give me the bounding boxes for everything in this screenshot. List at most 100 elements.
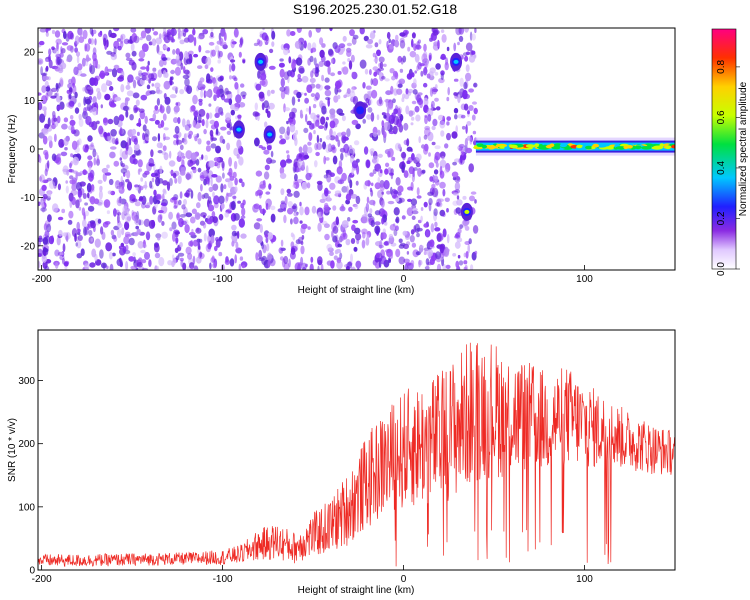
noise-blob xyxy=(441,256,445,267)
noise-blob xyxy=(83,107,87,116)
noise-blob xyxy=(379,240,383,249)
noise-blob xyxy=(172,232,176,242)
noise-blob xyxy=(314,92,320,101)
noise-blob xyxy=(205,56,212,66)
noise-blob xyxy=(427,114,432,122)
carrier-core-blob xyxy=(671,144,675,149)
noise-blob xyxy=(120,168,128,174)
noise-blob xyxy=(175,102,179,106)
noise-blob xyxy=(38,248,43,257)
noise-blob xyxy=(452,253,457,257)
noise-blob xyxy=(135,186,140,191)
noise-blob xyxy=(132,92,140,99)
noise-blob xyxy=(413,78,417,86)
noise-blob xyxy=(146,202,151,209)
noise-blob xyxy=(461,55,464,60)
noise-blob xyxy=(324,233,330,241)
noise-blob xyxy=(372,132,378,138)
noise-blob xyxy=(155,87,161,94)
noise-blob xyxy=(356,238,360,245)
noise-blob xyxy=(195,158,200,166)
noise-blob xyxy=(228,167,233,178)
noise-blob xyxy=(163,28,167,35)
colorbar-tick-label: 0.2 xyxy=(716,211,727,225)
noise-blob xyxy=(429,258,435,265)
noise-blob xyxy=(112,252,116,257)
noise-blob xyxy=(303,127,309,134)
noise-blob xyxy=(326,243,333,251)
noise-blob xyxy=(111,68,118,78)
noise-blob xyxy=(383,63,387,67)
noise-blob xyxy=(162,45,169,50)
noise-blob xyxy=(342,229,347,238)
noise-blob xyxy=(464,28,469,33)
noise-blob xyxy=(303,154,310,160)
noise-blob xyxy=(82,87,86,92)
noise-blob xyxy=(455,260,460,268)
noise-blob xyxy=(265,108,269,114)
noise-blob xyxy=(285,150,290,154)
noise-blob xyxy=(384,78,390,82)
noise-blob xyxy=(192,239,199,247)
noise-blob xyxy=(38,92,42,96)
noise-blob xyxy=(288,56,292,64)
noise-blob xyxy=(369,172,374,177)
noise-blob xyxy=(349,29,355,37)
noise-blob xyxy=(224,259,230,265)
noise-blob xyxy=(307,42,312,51)
noise-blob xyxy=(459,77,464,88)
noise-blob xyxy=(402,55,407,63)
noise-blob xyxy=(270,205,276,211)
noise-blob xyxy=(410,229,415,235)
noise-blob xyxy=(266,243,270,252)
noise-blob xyxy=(88,121,95,128)
noise-blob xyxy=(93,157,97,166)
noise-blob xyxy=(69,119,76,126)
noise-blob xyxy=(212,191,215,198)
noise-blob xyxy=(381,76,386,80)
noise-blob xyxy=(68,210,74,219)
noise-blob xyxy=(255,252,259,261)
noise-blob xyxy=(127,74,134,83)
noise-blob xyxy=(411,210,419,215)
noise-blob xyxy=(413,167,418,171)
noise-blob xyxy=(325,157,330,161)
noise-blob xyxy=(329,182,336,190)
noise-blob xyxy=(181,204,186,210)
noise-blob xyxy=(324,89,332,97)
noise-blob xyxy=(157,214,163,223)
noise-blob xyxy=(323,223,330,228)
noise-blob xyxy=(166,181,171,191)
noise-blob xyxy=(385,90,392,96)
noise-blob xyxy=(372,66,379,71)
noise-blob xyxy=(179,89,185,95)
noise-blob xyxy=(117,45,122,51)
noise-blob xyxy=(287,207,294,215)
noise-blob xyxy=(432,30,439,36)
noise-blob xyxy=(235,94,242,104)
noise-blob xyxy=(198,32,205,40)
noise-blob xyxy=(395,197,400,202)
noise-blob xyxy=(359,59,367,69)
noise-blob xyxy=(61,42,69,46)
noise-blob xyxy=(289,251,296,260)
noise-blob xyxy=(351,224,356,231)
noise-blob xyxy=(151,28,155,31)
noise-blob xyxy=(372,78,379,86)
noise-blob xyxy=(319,198,326,203)
noise-blob xyxy=(381,120,385,128)
noise-blob xyxy=(323,204,330,214)
noise-blob xyxy=(77,63,83,71)
noise-blob xyxy=(50,95,57,99)
noise-blob xyxy=(303,40,307,49)
noise-blob xyxy=(333,255,338,260)
noise-blob xyxy=(228,63,232,73)
noise-blob xyxy=(44,265,50,270)
noise-blob xyxy=(152,206,157,215)
noise-blob xyxy=(237,114,242,119)
noise-blob xyxy=(238,51,242,58)
noise-blob xyxy=(195,227,202,234)
noise-blob xyxy=(161,57,168,61)
noise-blob xyxy=(190,152,197,161)
noise-blob xyxy=(458,260,464,266)
